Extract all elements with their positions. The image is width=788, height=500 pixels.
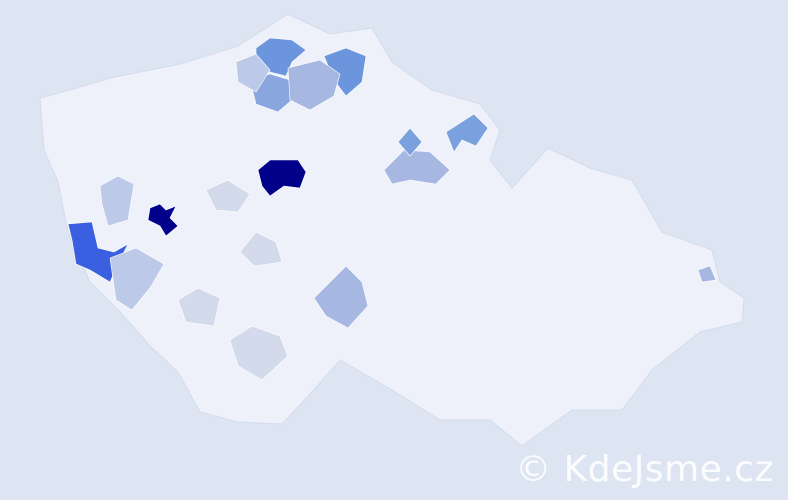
country-outline [39, 13, 745, 447]
district-r13[interactable] [109, 247, 165, 311]
district-r2[interactable] [147, 203, 179, 237]
district-r15[interactable] [229, 325, 289, 381]
district-r1[interactable] [257, 159, 307, 197]
district-r10[interactable] [313, 265, 369, 329]
district-r12[interactable] [99, 175, 135, 227]
district-r18[interactable] [239, 231, 283, 267]
district-r19[interactable] [697, 265, 717, 283]
district-r6[interactable] [445, 113, 489, 153]
district-r11[interactable] [397, 127, 423, 157]
district-r8[interactable] [287, 59, 341, 111]
district-r16[interactable] [177, 287, 221, 327]
watermark: © KdeJsme.cz [515, 449, 774, 490]
district-r14[interactable] [235, 53, 271, 93]
district-r17[interactable] [205, 179, 251, 213]
